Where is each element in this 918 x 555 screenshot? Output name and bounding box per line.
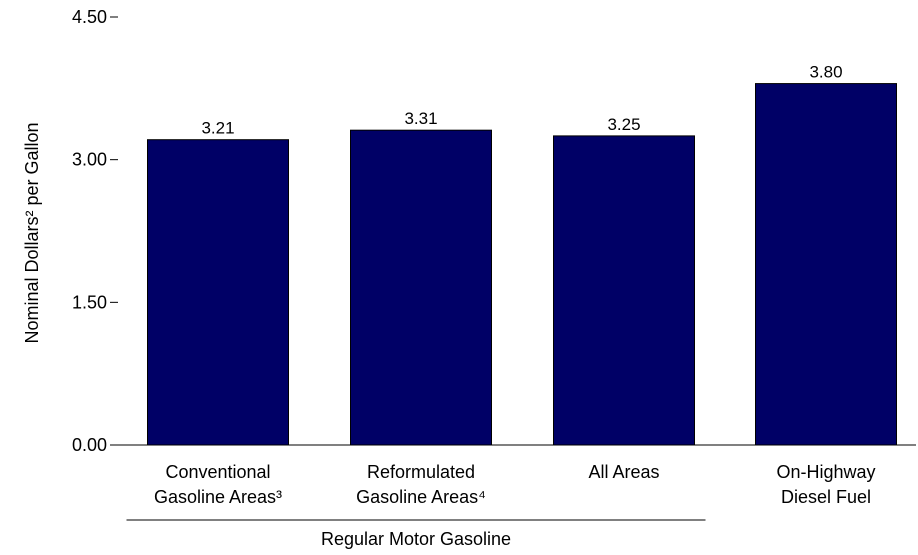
y-tick-label: 0.00 xyxy=(72,435,107,455)
bar xyxy=(553,135,695,446)
x-tick-label-line: Gasoline Areas⁴ xyxy=(356,487,486,507)
group-label: Regular Motor Gasoline xyxy=(321,529,511,549)
bars-group: 3.21 3.31 3.25 3.80 xyxy=(118,63,916,446)
x-tick-label: All Areas xyxy=(588,462,659,482)
bar-value-label: 3.31 xyxy=(404,109,437,128)
x-tick-label-line: Diesel Fuel xyxy=(781,487,871,507)
y-tick-label: 3.00 xyxy=(72,150,107,170)
y-tick-label: 4.50 xyxy=(72,7,107,27)
x-tick-label-line: All Areas xyxy=(588,462,659,482)
y-axis: 0.00 1.50 3.00 4.50 xyxy=(72,7,118,455)
bar-value-label: 3.80 xyxy=(809,63,842,82)
bar xyxy=(147,139,289,446)
x-tick-label-line: Conventional xyxy=(165,462,270,482)
bar-value-label: 3.21 xyxy=(201,119,234,138)
bar-value-label: 3.25 xyxy=(607,115,640,134)
x-tick-label: On-Highway Diesel Fuel xyxy=(776,462,875,507)
category-group: Regular Motor Gasoline xyxy=(126,519,706,549)
x-tick-label: Reformulated Gasoline Areas⁴ xyxy=(356,462,486,507)
x-tick-label-line: On-Highway xyxy=(776,462,875,482)
y-tick-label: 1.50 xyxy=(72,292,107,312)
bar xyxy=(350,129,492,446)
bar xyxy=(755,83,897,446)
x-tick-label-line: Reformulated xyxy=(367,462,475,482)
x-tick-label-line: Gasoline Areas³ xyxy=(154,487,282,507)
x-tick-label: Conventional Gasoline Areas³ xyxy=(154,462,282,507)
y-axis-label: Nominal Dollars² per Gallon xyxy=(22,122,42,343)
x-axis-labels: Conventional Gasoline Areas³ Reformulated G… xyxy=(154,462,876,507)
